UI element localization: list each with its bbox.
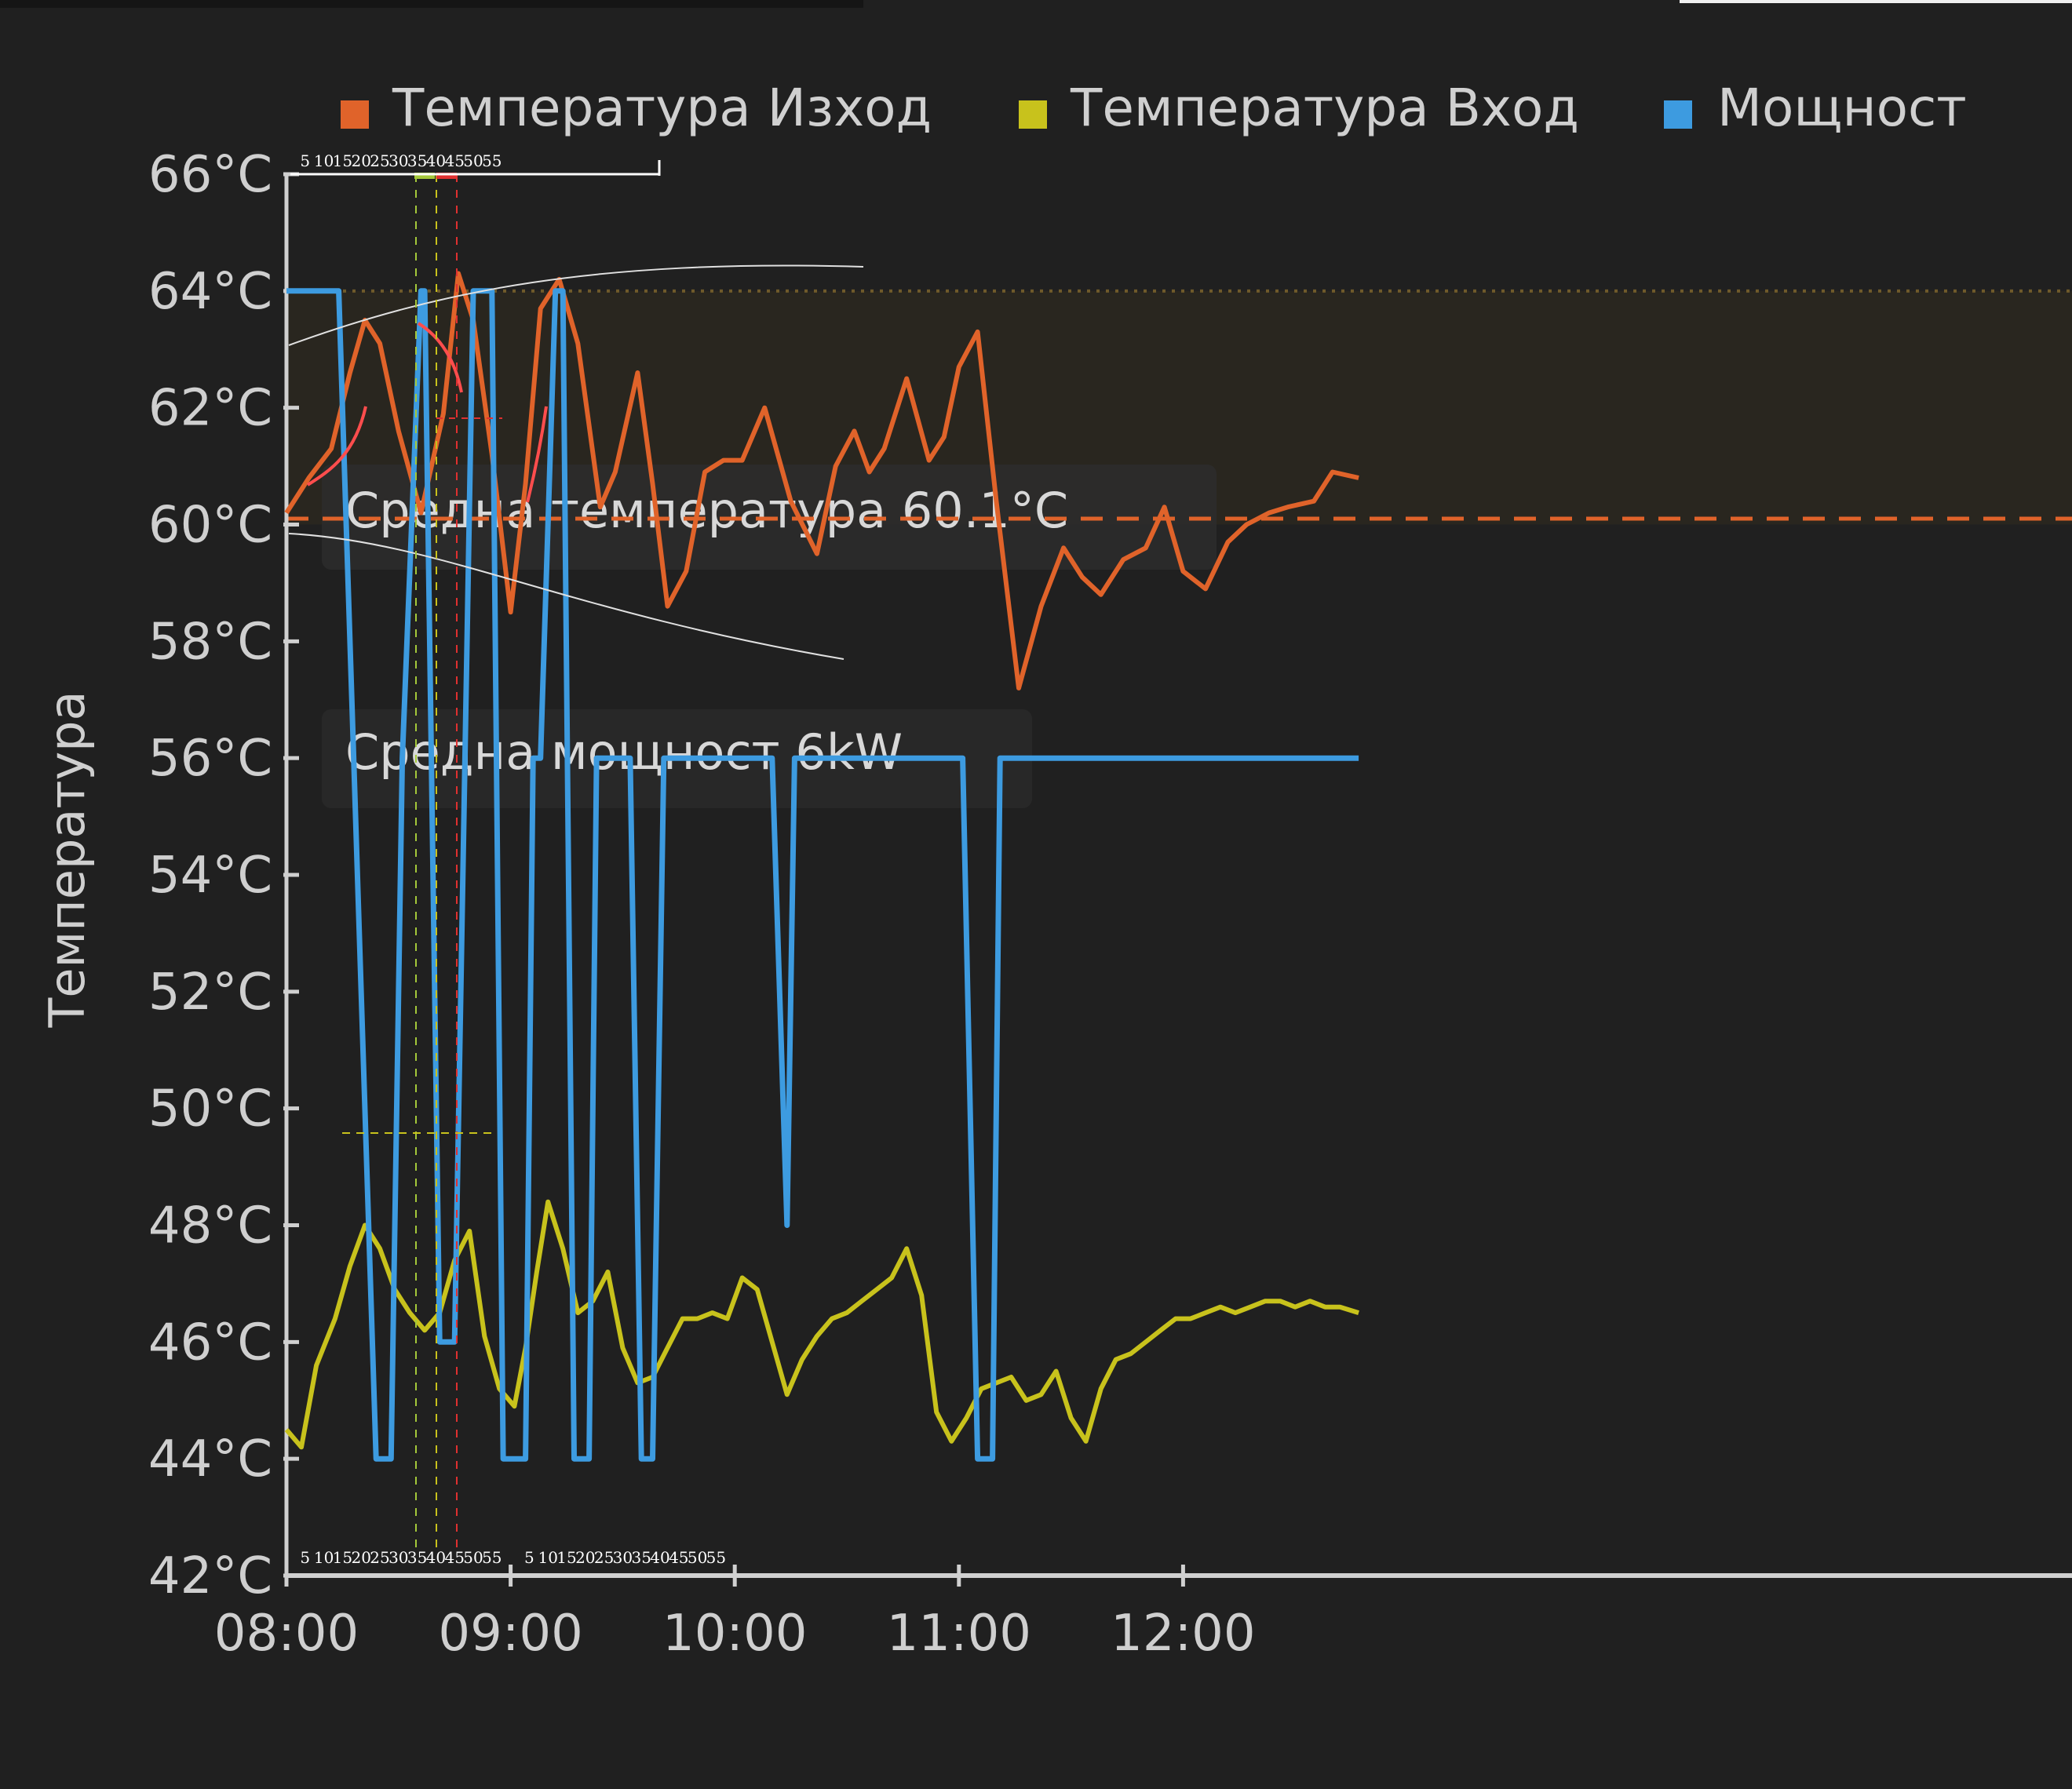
ruler-bottom-label: 40: [650, 1548, 669, 1567]
peak-mark: [417, 322, 463, 393]
cursor-marker-green: [414, 173, 435, 179]
legend: Температура Изход Температура Вход Мощно…: [341, 78, 1967, 138]
legend-label-power: Мощност: [1717, 78, 1967, 138]
y-tick-label: 42°C: [148, 1547, 272, 1605]
x-tick-label: 08:00: [214, 1605, 359, 1663]
y-tick-label: 46°C: [148, 1314, 272, 1372]
top-border: [0, 0, 863, 8]
ruler-bottom-label: 20: [575, 1548, 595, 1567]
cursor-marker-red: [436, 173, 457, 179]
series-line-output-temp: [284, 271, 1359, 690]
y-axis-ticks: 66°C 64°C 62°C 60°C 58°C 56°C 54°C 52°C 50°C 48°C…: [148, 146, 299, 1605]
y-tick-label: 52°C: [148, 964, 272, 1022]
legend-swatch-output-temp: [341, 100, 369, 129]
ruler-bottom-label: 10: [314, 1548, 334, 1567]
series-line-power: [286, 288, 1359, 1462]
legend-label-input-temp: Температура Вход: [1070, 78, 1579, 138]
ruler-top-label: 10: [314, 151, 334, 170]
avg-temp-label: Средна температура 60.1°C: [345, 482, 1068, 539]
ruler-top-label: 5: [300, 151, 310, 170]
ruler-bottom-label: 35: [407, 1548, 427, 1567]
ruler-bottom-label: 45: [444, 1548, 464, 1567]
envelope-upper-curve: [288, 264, 864, 346]
ruler-bottom-label: 55: [706, 1548, 726, 1567]
y-tick-label: 66°C: [148, 146, 272, 204]
ruler-bottom-label: 15: [333, 1548, 352, 1567]
y-tick-label: 60°C: [148, 497, 272, 555]
y-tick-label: 62°C: [148, 380, 272, 438]
ruler-bottom-label: 20: [351, 1548, 370, 1567]
y-axis-label: Температура: [38, 691, 96, 1029]
ruler-bottom-label: 45: [669, 1548, 688, 1567]
ruler-bottom-label: 55: [482, 1548, 502, 1567]
ruler-bottom-label: 35: [631, 1548, 651, 1567]
envelope-lower-curve: [288, 533, 844, 660]
y-tick-label: 50°C: [148, 1080, 272, 1139]
ruler-bottom-label: 5: [300, 1548, 310, 1567]
ruler-top-label: 45: [444, 151, 464, 170]
ruler-bottom-label: 40: [426, 1548, 446, 1567]
ruler-bottom-label: 10: [538, 1548, 557, 1567]
rise-mark-2: [526, 406, 548, 503]
rise-mark-1: [306, 406, 367, 486]
legend-swatch-input-temp: [1019, 100, 1047, 129]
y-tick-label: 44°C: [148, 1430, 272, 1488]
avg-power-label: Средна мощност 6kW: [345, 723, 903, 781]
ruler-top-label: 40: [426, 151, 446, 170]
top-right-border: [1680, 0, 2072, 3]
y-tick-label: 54°C: [148, 847, 272, 905]
legend-label-output-temp: Температура Изход: [392, 78, 932, 138]
x-tick-label: 12:00: [1111, 1605, 1255, 1663]
ruler-bottom-label: 15: [556, 1548, 576, 1567]
ruler-bottom-label: 30: [388, 1548, 408, 1567]
ruler-bottom-label: 50: [688, 1548, 707, 1567]
y-tick-label: 56°C: [148, 730, 272, 788]
ruler-top-label: 15: [333, 151, 352, 170]
overlay-marks: [288, 173, 864, 1554]
ruler-bottom-label: 50: [463, 1548, 483, 1567]
ruler-top-label: 20: [351, 151, 370, 170]
x-tick-label: 11:00: [887, 1605, 1031, 1663]
x-tick-label: 10:00: [662, 1605, 807, 1663]
ruler-top-label: 55: [482, 151, 502, 170]
ruler-top-label: 25: [370, 151, 389, 170]
y-tick-label: 48°C: [148, 1197, 272, 1255]
ruler-top-label: 35: [407, 151, 427, 170]
legend-swatch-power: [1664, 100, 1692, 129]
ruler-bottom-label: 25: [594, 1548, 614, 1567]
ruler-bottom-label: 25: [370, 1548, 389, 1567]
y-tick-label: 58°C: [148, 613, 272, 671]
ruler-bottom-label: 5: [524, 1548, 534, 1567]
x-axis-ticks: 08:00 09:00 10:00 11:00 12:00: [214, 1565, 1256, 1663]
series-line-input-temp: [284, 1199, 1359, 1450]
x-tick-label: 09:00: [438, 1605, 582, 1663]
ruler-bottom-label: 30: [613, 1548, 633, 1567]
ruler-top-label: 50: [463, 151, 483, 170]
ruler-top-label: 30: [388, 151, 408, 170]
y-tick-label: 64°C: [148, 263, 272, 321]
